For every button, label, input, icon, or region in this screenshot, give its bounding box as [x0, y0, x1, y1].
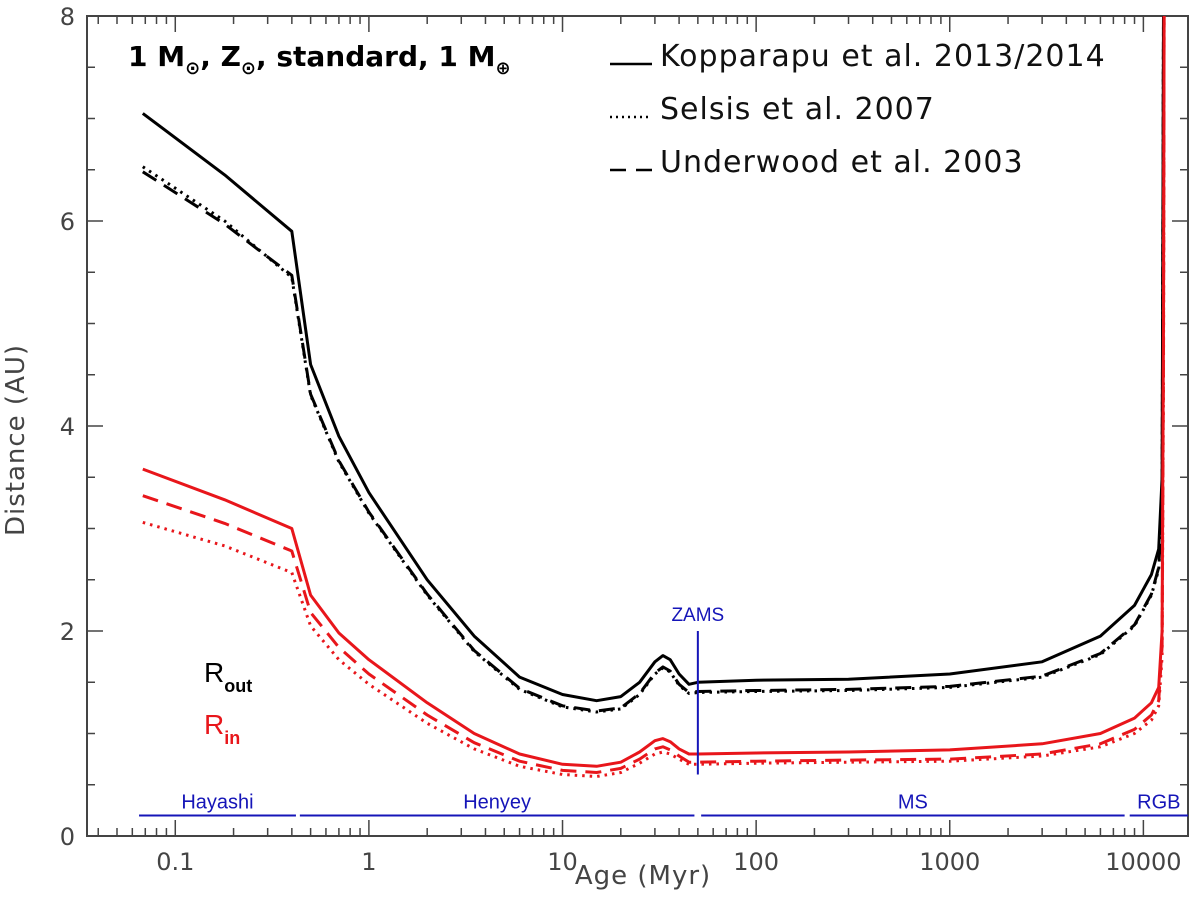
legend-label-kopparapu: Kopparapu et al. 2013/2014	[660, 39, 1106, 74]
phase-label-henyey: Henyey	[463, 792, 531, 814]
x-tick-label: 10000	[1105, 848, 1181, 876]
series-layer	[141, 16, 1166, 778]
legend-label-underwood: Underwood et al. 2003	[660, 145, 1024, 180]
y-axis-title: Distance (AU)	[1, 344, 31, 536]
x-axis-title: Age (Myr)	[575, 861, 711, 891]
legend-label-selsis: Selsis et al. 2007	[660, 92, 935, 127]
y-tick-label: 0	[60, 823, 75, 851]
y-tick-label: 6	[60, 208, 75, 236]
series-r-out-solid	[141, 16, 1165, 703]
x-tick-label: 1000	[919, 848, 980, 876]
phase-label-hayashi: Hayashi	[181, 792, 253, 814]
phase-label-ms: MS	[898, 792, 928, 814]
label-r-out: Rout	[204, 657, 252, 696]
chart-title: 1 M⊙, Z⊙, standard, 1 M⊕	[128, 40, 511, 79]
series-r-out-dotted	[141, 16, 1165, 714]
annotation-layer: ZAMS Hayashi Henyey MS RGB	[139, 605, 1188, 817]
label-r-in: Rin	[204, 709, 240, 748]
y-tick-label: 4	[60, 413, 75, 441]
series-r-out-dashed	[141, 16, 1165, 713]
zams-label: ZAMS	[671, 605, 724, 626]
x-tick-label: 1	[361, 848, 376, 876]
x-tick-label: 100	[733, 848, 779, 876]
x-tick-label: 10	[547, 848, 578, 876]
series-r-in-solid	[142, 16, 1166, 768]
y-tick-label: 2	[60, 618, 75, 646]
legend: Kopparapu et al. 2013/2014 Selsis et al.…	[610, 39, 1106, 180]
series-r-in-dashed	[142, 16, 1166, 774]
x-tick-label: 0.1	[156, 848, 194, 876]
phase-label-rgb: RGB	[1137, 792, 1180, 814]
axes-layer: 0.1 1 10 100 1000 10000 0 2 4 6 8	[60, 3, 1189, 876]
y-tick-label: 8	[60, 3, 75, 31]
plot-frame	[86, 15, 1189, 837]
